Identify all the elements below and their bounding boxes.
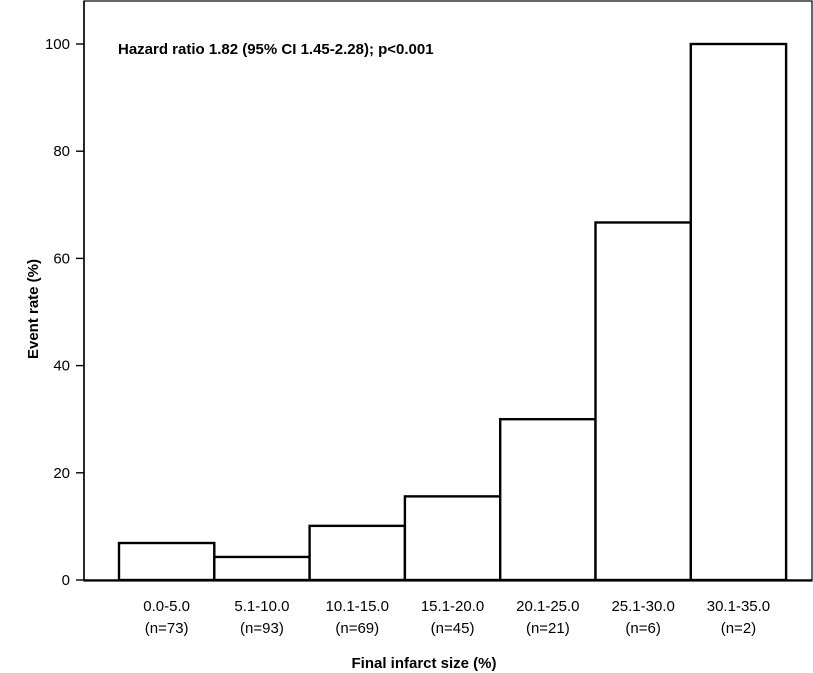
y-tick-label-20: 20 bbox=[53, 465, 70, 482]
x-sample-size-label: (n=6) bbox=[625, 620, 660, 637]
x-category-label: 15.1-20.0 bbox=[421, 598, 484, 615]
bar-0.0-5.0 bbox=[117, 541, 216, 582]
y-ticks-group: 0 20 40 60 80 100 bbox=[45, 36, 84, 589]
x-category-label: 0.0-5.0 bbox=[143, 598, 190, 615]
x-category-label: 25.1-30.0 bbox=[611, 598, 674, 615]
bars-group bbox=[117, 42, 788, 582]
x-sample-size-label: (n=21) bbox=[526, 620, 570, 637]
y-tick-label-60: 60 bbox=[53, 250, 70, 267]
bar-25.1-30.0 bbox=[594, 221, 693, 582]
x-sample-size-label: (n=45) bbox=[431, 620, 475, 637]
x-category-label: 30.1-35.0 bbox=[707, 598, 770, 615]
y-tick-label-80: 80 bbox=[53, 143, 70, 160]
x-sample-size-label: (n=2) bbox=[721, 620, 756, 637]
hazard-ratio-annotation: Hazard ratio 1.82 (95% CI 1.45-2.28); p<… bbox=[118, 41, 434, 58]
bar-5.1-10.0 bbox=[213, 555, 311, 582]
x-category-label: 5.1-10.0 bbox=[234, 598, 289, 615]
bar-10.1-15.0 bbox=[308, 524, 407, 582]
bar-15.1-20.0 bbox=[403, 495, 502, 582]
x-sample-size-label: (n=73) bbox=[145, 620, 189, 637]
y-tick-label-100: 100 bbox=[45, 36, 70, 53]
y-axis-title: Event rate (%) bbox=[25, 259, 42, 359]
y-tick-label-40: 40 bbox=[53, 358, 70, 375]
x-axis-title: Final infarct size (%) bbox=[351, 655, 496, 672]
bar-30.1-35.0 bbox=[689, 42, 788, 582]
x-sample-size-label: (n=93) bbox=[240, 620, 284, 637]
x-category-label: 20.1-25.0 bbox=[516, 598, 579, 615]
bar-20.1-25.0 bbox=[499, 418, 597, 582]
x-sample-size-label: (n=69) bbox=[335, 620, 379, 637]
y-tick-label-0: 0 bbox=[62, 572, 70, 589]
x-category-label: 10.1-15.0 bbox=[326, 598, 389, 615]
x-labels-group: 0.0-5.0 (n=73) 5.1-10.0 (n=93) 10.1-15.0 (n=6… bbox=[143, 598, 770, 637]
